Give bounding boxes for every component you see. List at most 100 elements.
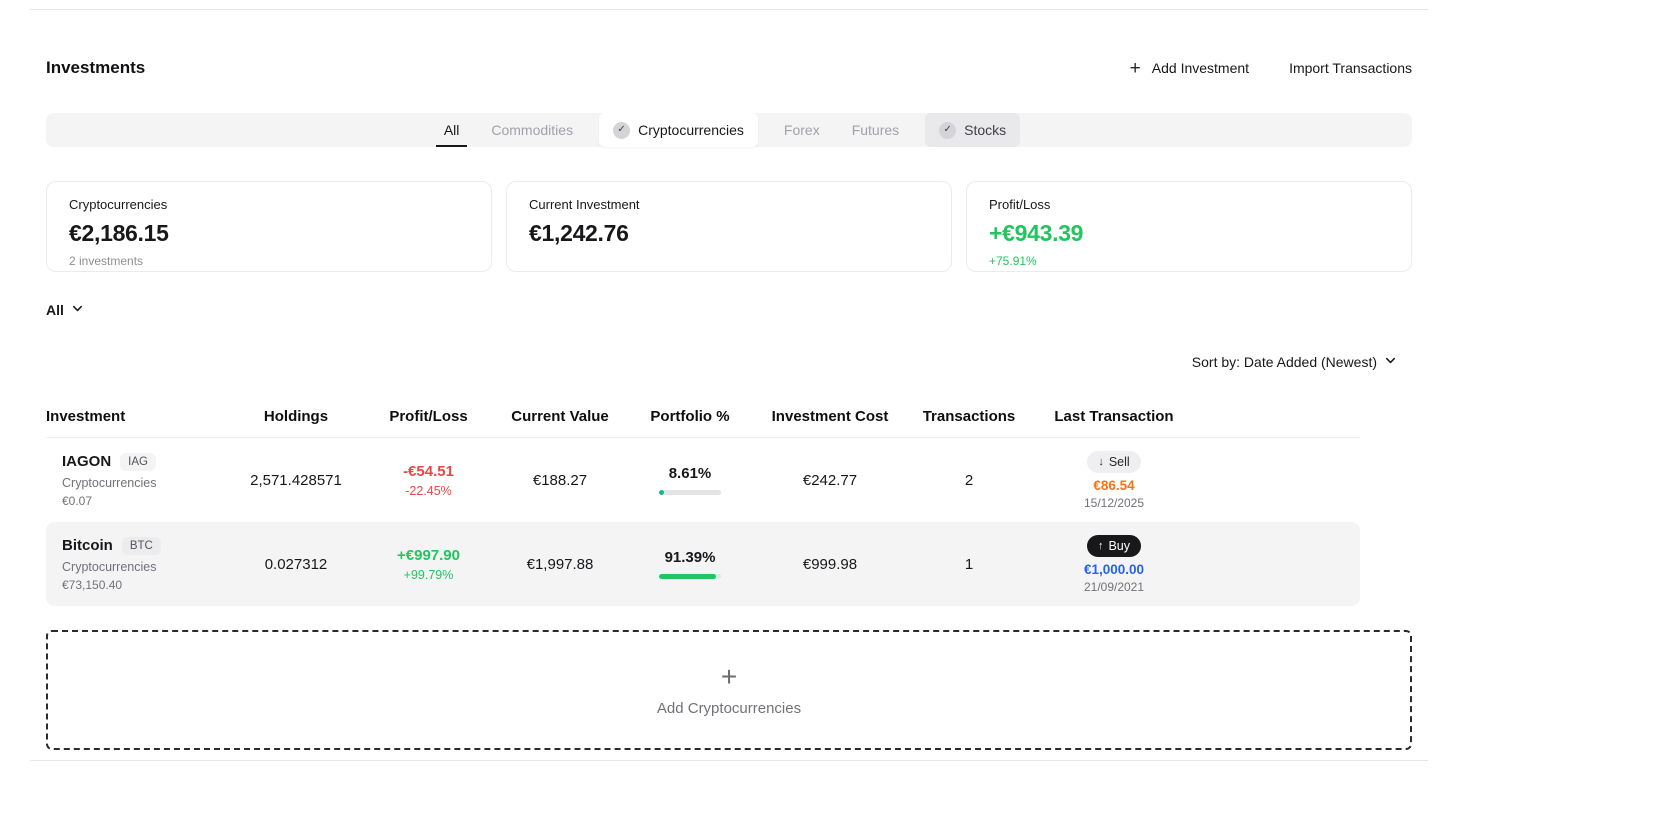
col-portfolio-pct: Portfolio % <box>650 408 730 425</box>
investment-name: Bitcoin <box>62 537 113 554</box>
card-sub: +75.91% <box>989 254 1037 268</box>
check-icon: ✓ <box>939 121 957 139</box>
tab-commodities-label: Commodities <box>491 122 574 138</box>
card-value: +€943.39 <box>989 220 1084 246</box>
sell-badge: ↓ Sell <box>1087 450 1141 473</box>
summary-card-profit-loss: Profit/Loss +€943.39 +75.91% <box>966 181 1412 272</box>
sell-badge-label: Sell <box>1108 454 1130 469</box>
sort-dropdown[interactable]: Sort by: Date Added (Newest) <box>1192 354 1397 370</box>
group-filter-dropdown[interactable]: All <box>46 302 84 318</box>
last-transaction-amount: €1,000.00 <box>1083 561 1145 577</box>
profit-percent: -22.45% <box>405 483 452 498</box>
add-investment-label: Add Investment <box>1151 60 1250 76</box>
card-value: €1,242.76 <box>529 220 629 246</box>
filter-row: All <box>46 302 1412 320</box>
profit-value: -€54.51 <box>403 462 454 480</box>
profit-percent: +99.79% <box>403 567 454 582</box>
tab-all-label: All <box>443 122 460 138</box>
tab-futures-label: Futures <box>851 122 900 138</box>
last-transaction-cell: ↓ Sell €86.54 15/12/2025 <box>1034 450 1194 510</box>
investment-name: IAGON <box>62 453 112 470</box>
transactions-cell: 2 <box>964 471 974 489</box>
add-investment-button[interactable]: + Add Investment <box>1130 59 1249 78</box>
portfolio-pct-cell: 91.39% <box>624 549 756 579</box>
summary-cards: Cryptocurrencies €2,186.15 2 investments… <box>46 181 1412 272</box>
asset-type-tabbar: All Commodities ✓ Cryptocurrencies Forex… <box>46 113 1412 147</box>
investment-cell: Bitcoin BTC Cryptocurrencies €73,150.40 <box>46 536 231 592</box>
check-icon: ✓ <box>613 121 631 139</box>
portfolio-percent: 8.61% <box>668 465 712 482</box>
transactions-cell: 1 <box>964 555 974 573</box>
investments-table: Investment Holdings Profit/Loss Current … <box>46 396 1360 606</box>
chevron-down-icon <box>71 302 84 318</box>
col-profit-loss: Profit/Loss <box>389 408 468 425</box>
profit-loss-cell: +€997.90 +99.79% <box>361 547 496 582</box>
investment-unit-price: €73,150.40 <box>62 577 123 592</box>
header-actions: + Add Investment Import Transactions <box>1130 59 1412 78</box>
plus-icon: + <box>1129 57 1141 79</box>
tab-stocks[interactable]: ✓ Stocks <box>925 113 1021 147</box>
ticker-badge: BTC <box>121 536 161 555</box>
page-title: Investments <box>46 58 146 77</box>
last-transaction-date: 21/09/2021 <box>1083 579 1145 594</box>
holdings-cell: 2,571.428571 <box>250 471 342 489</box>
card-label: Profit/Loss <box>989 197 1051 212</box>
card-value: €2,186.15 <box>69 220 169 246</box>
investment-category: Cryptocurrencies <box>62 475 157 490</box>
last-transaction-date: 15/12/2025 <box>1083 495 1145 510</box>
profit-loss-cell: -€54.51 -22.45% <box>361 463 496 498</box>
col-last-transaction: Last Transaction <box>1054 408 1174 425</box>
import-transactions-button[interactable]: Import Transactions <box>1289 60 1412 76</box>
col-transactions: Transactions <box>922 408 1016 425</box>
tab-forex[interactable]: Forex <box>768 113 836 147</box>
summary-card-current-investment: Current Investment €1,242.76 <box>506 181 952 272</box>
investment-cell: IAGON IAG Cryptocurrencies €0.07 <box>46 452 231 508</box>
tab-cryptocurrencies-label: Cryptocurrencies <box>638 122 744 138</box>
col-investment: Investment <box>46 408 126 425</box>
ticker-badge: IAG <box>120 452 156 471</box>
table-header-row: Investment Holdings Profit/Loss Current … <box>46 396 1360 438</box>
investment-cost-cell: €242.77 <box>802 471 858 489</box>
tab-futures[interactable]: Futures <box>836 113 915 147</box>
card-label: Current Investment <box>529 197 640 212</box>
current-value-cell: €188.27 <box>532 471 588 489</box>
arrow-up-icon: ↑ <box>1097 539 1104 552</box>
import-transactions-label: Import Transactions <box>1289 60 1412 76</box>
table-row-bitcoin[interactable]: Bitcoin BTC Cryptocurrencies €73,150.40 … <box>46 522 1360 606</box>
tab-forex-label: Forex <box>783 122 820 138</box>
profit-value: +€997.90 <box>397 546 460 564</box>
investment-cost-cell: €999.98 <box>802 555 858 573</box>
col-current-value: Current Value <box>511 408 609 425</box>
investment-category: Cryptocurrencies <box>62 559 157 574</box>
investments-panel: Investments + Add Investment Import Tran… <box>30 9 1428 761</box>
add-cryptocurrencies-button[interactable]: + Add Cryptocurrencies <box>46 630 1412 750</box>
holdings-cell: 0.027312 <box>264 555 328 573</box>
col-holdings: Holdings <box>263 408 329 425</box>
last-transaction-cell: ↑ Buy €1,000.00 21/09/2021 <box>1034 534 1194 594</box>
portfolio-percent: 91.39% <box>664 549 716 566</box>
page-header: Investments + Add Investment Import Tran… <box>46 10 1412 78</box>
tab-stocks-label: Stocks <box>964 122 1007 138</box>
buy-badge-label: Buy <box>1108 538 1131 553</box>
sort-row: Sort by: Date Added (Newest) <box>46 354 1412 370</box>
buy-badge: ↑ Buy <box>1086 534 1142 557</box>
sort-label: Sort by: Date Added (Newest) <box>1191 354 1377 370</box>
col-investment-cost: Investment Cost <box>771 408 889 425</box>
portfolio-bar-fill <box>659 574 716 579</box>
plus-icon: + <box>720 661 738 692</box>
card-label: Cryptocurrencies <box>69 197 168 212</box>
group-filter-label: All <box>46 302 64 318</box>
tab-all[interactable]: All <box>435 113 468 147</box>
investment-unit-price: €0.07 <box>62 493 93 508</box>
tab-commodities[interactable]: Commodities <box>475 113 589 147</box>
arrow-down-icon: ↓ <box>1098 455 1104 468</box>
tab-cryptocurrencies[interactable]: ✓ Cryptocurrencies <box>599 113 758 147</box>
chevron-down-icon <box>1384 354 1397 370</box>
portfolio-bar-fill <box>659 490 665 495</box>
card-sub: 2 investments <box>69 254 144 268</box>
portfolio-bar <box>659 490 721 495</box>
portfolio-bar <box>659 574 721 579</box>
table-row-iagon[interactable]: IAGON IAG Cryptocurrencies €0.07 2,571.4… <box>46 438 1360 522</box>
current-value-cell: €1,997.88 <box>526 555 594 573</box>
last-transaction-amount: €86.54 <box>1093 477 1135 493</box>
